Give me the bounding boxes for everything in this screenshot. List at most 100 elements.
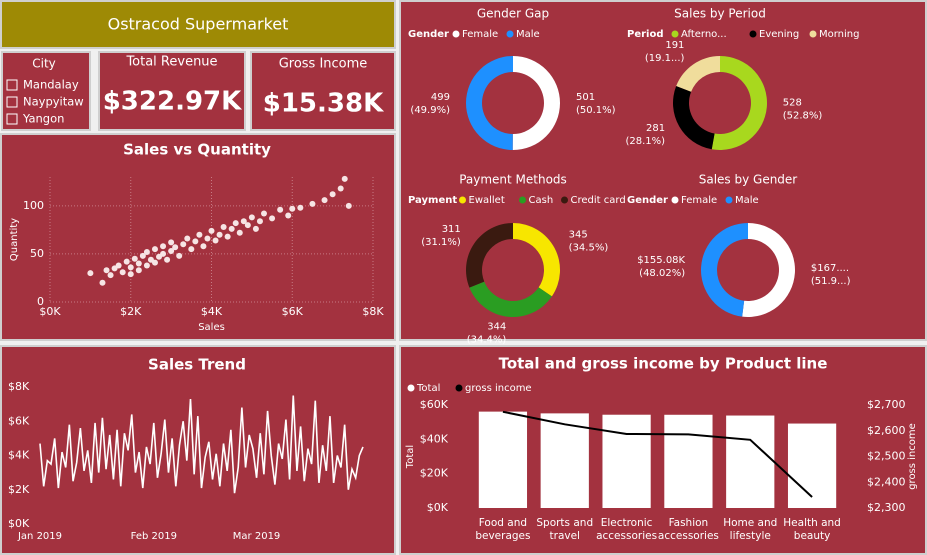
x-tick-label: Health and beauty: [783, 517, 841, 542]
chart-title: Sales vs Quantity: [123, 141, 271, 159]
y-tick-label: $0K: [427, 501, 449, 514]
legend-title: Gender: [627, 195, 668, 206]
point: [341, 175, 348, 182]
x-tick-label: Fashion accessories: [657, 517, 719, 542]
legend-marker: [725, 196, 733, 204]
point: [115, 262, 122, 269]
point: [244, 222, 251, 229]
checkbox[interactable]: [6, 113, 18, 125]
y-tick-label: 50: [30, 247, 44, 260]
checkbox[interactable]: [6, 96, 18, 108]
legend-label: Afterno...: [681, 29, 727, 40]
data-label: 499: [431, 92, 450, 103]
income-line: [502, 410, 813, 498]
y-tick-label: $4K: [8, 449, 30, 462]
donut-slice: [465, 223, 513, 288]
point: [252, 225, 259, 232]
legend-title: Payment: [408, 195, 457, 206]
donut-slice: [742, 223, 796, 318]
point: [151, 259, 158, 266]
data-label: (34.4%): [467, 335, 507, 346]
data-label: $167....: [811, 263, 849, 274]
point: [184, 235, 191, 242]
legend-marker: [407, 384, 415, 392]
legend-label: Evening: [759, 29, 799, 40]
revenue-card: [98, 51, 246, 131]
point: [248, 214, 255, 221]
data-label: (28.1%): [626, 136, 666, 147]
card-value: $322.97K: [103, 87, 242, 117]
donut-slice: [701, 223, 748, 317]
legend-label: Cash: [529, 195, 554, 206]
legend-marker: [506, 30, 514, 38]
slicer-item[interactable]: Yangon: [22, 112, 64, 126]
legend-marker: [809, 30, 817, 38]
donut-slice: [469, 281, 552, 317]
data-label: 345: [569, 230, 588, 241]
y-tick-label: $2K: [8, 483, 30, 496]
point: [160, 250, 167, 257]
point: [192, 238, 199, 245]
legend-marker: [455, 384, 463, 392]
point: [180, 241, 187, 248]
dashboard-title: Ostracod Supermarket: [108, 15, 289, 34]
slicer-item[interactable]: Naypyitaw: [23, 95, 84, 109]
point: [285, 212, 292, 219]
point: [216, 231, 223, 238]
point: [188, 246, 195, 253]
chart-title: Total and gross income by Product line: [499, 355, 828, 373]
y-tick-label: $8K: [8, 380, 30, 393]
legend-marker: [671, 30, 679, 38]
point: [123, 258, 130, 265]
legend-label: Male: [516, 29, 540, 40]
x-tick-label: Sports and travel: [536, 517, 594, 542]
legend-label: Male: [735, 195, 759, 206]
point: [220, 224, 227, 230]
data-label: (52.8%): [783, 111, 823, 122]
checkbox[interactable]: [6, 79, 18, 91]
data-label: (50.1%): [576, 105, 616, 116]
x-tick-label: Food and beverages: [475, 517, 531, 542]
point: [345, 202, 352, 209]
slicer-item[interactable]: Mandalay: [23, 78, 79, 92]
income-card: [250, 51, 396, 131]
point: [297, 204, 304, 211]
point: [172, 244, 179, 251]
x-tick-label: Jan 2019: [17, 531, 62, 542]
bar: [602, 414, 651, 508]
point: [269, 215, 276, 222]
bar: [726, 415, 775, 508]
y2-tick-label: $2,700: [867, 398, 906, 411]
point: [119, 269, 126, 276]
y-tick-label: $0K: [8, 517, 30, 530]
x-tick-label: $8K: [362, 305, 384, 318]
point: [135, 267, 142, 274]
point: [260, 210, 267, 217]
bar: [540, 413, 589, 508]
point: [196, 231, 203, 238]
legend-marker: [519, 196, 526, 204]
trend-line: [39, 395, 364, 494]
point: [337, 185, 344, 192]
point: [208, 227, 215, 234]
point: [99, 279, 106, 286]
data-label: (34.5%): [569, 243, 609, 254]
x-tick-label: Mar 2019: [233, 531, 281, 542]
x-tick-label: $6K: [282, 305, 304, 318]
x-tick-label: $4K: [201, 305, 223, 318]
data-label: 311: [442, 224, 461, 235]
point: [256, 218, 263, 225]
point: [168, 239, 175, 246]
x-axis-label: Sales: [198, 322, 225, 333]
donut-slice: [513, 223, 560, 297]
legend-marker: [561, 196, 568, 204]
donut-panel: [399, 0, 927, 341]
bar: [478, 411, 528, 508]
data-label: (19.1...): [645, 53, 685, 64]
data-label: 344: [487, 322, 506, 333]
point: [321, 197, 328, 204]
point: [228, 225, 235, 232]
data-label: (48.02%): [639, 268, 685, 279]
point: [151, 246, 158, 253]
point: [143, 249, 150, 255]
